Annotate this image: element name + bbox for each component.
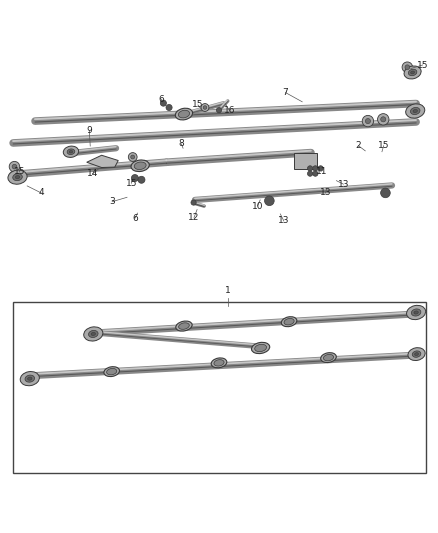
Ellipse shape <box>321 353 336 362</box>
Ellipse shape <box>175 108 193 120</box>
Ellipse shape <box>84 327 103 341</box>
Ellipse shape <box>406 305 426 320</box>
Circle shape <box>405 65 410 70</box>
Ellipse shape <box>178 110 190 118</box>
Text: 13: 13 <box>338 180 349 189</box>
Circle shape <box>402 62 413 72</box>
Ellipse shape <box>63 146 79 157</box>
Ellipse shape <box>69 150 73 153</box>
Polygon shape <box>87 155 118 167</box>
Ellipse shape <box>67 149 75 155</box>
Text: 7: 7 <box>283 88 289 97</box>
Circle shape <box>191 200 196 205</box>
Text: 1: 1 <box>225 286 231 295</box>
Circle shape <box>12 164 17 169</box>
Text: 2: 2 <box>356 141 361 150</box>
Ellipse shape <box>404 66 421 79</box>
Ellipse shape <box>28 377 32 380</box>
Circle shape <box>216 108 222 113</box>
Text: 16: 16 <box>224 106 235 115</box>
Circle shape <box>313 171 318 176</box>
FancyBboxPatch shape <box>294 154 317 169</box>
Ellipse shape <box>411 71 414 74</box>
Ellipse shape <box>106 368 117 375</box>
Circle shape <box>203 106 207 109</box>
Ellipse shape <box>281 317 297 327</box>
Circle shape <box>307 166 313 171</box>
Text: 14: 14 <box>87 169 99 178</box>
Circle shape <box>138 176 145 183</box>
Text: 15: 15 <box>126 179 137 188</box>
Ellipse shape <box>408 69 417 76</box>
Ellipse shape <box>408 348 425 360</box>
Text: 10: 10 <box>252 201 263 211</box>
Ellipse shape <box>214 360 224 366</box>
Ellipse shape <box>411 309 421 316</box>
Ellipse shape <box>20 372 39 386</box>
Circle shape <box>201 103 209 111</box>
Circle shape <box>265 196 274 206</box>
Circle shape <box>131 155 135 159</box>
Ellipse shape <box>15 175 20 179</box>
Ellipse shape <box>406 104 425 118</box>
Text: 4: 4 <box>39 189 44 197</box>
Text: 3: 3 <box>109 197 115 206</box>
Ellipse shape <box>415 353 418 356</box>
Circle shape <box>128 152 137 161</box>
Ellipse shape <box>13 174 22 181</box>
Ellipse shape <box>91 333 95 335</box>
Ellipse shape <box>104 367 120 376</box>
Text: 15: 15 <box>192 100 204 109</box>
Circle shape <box>307 171 313 176</box>
Ellipse shape <box>412 351 421 357</box>
Text: 15: 15 <box>378 141 389 150</box>
Circle shape <box>365 118 371 124</box>
Ellipse shape <box>413 109 417 112</box>
Ellipse shape <box>88 330 98 337</box>
Ellipse shape <box>410 108 420 115</box>
Text: 9: 9 <box>86 126 92 135</box>
Circle shape <box>166 104 172 110</box>
Circle shape <box>362 115 374 127</box>
Circle shape <box>9 161 20 172</box>
Text: 11: 11 <box>316 166 327 175</box>
Circle shape <box>381 188 390 198</box>
Ellipse shape <box>254 344 267 352</box>
Circle shape <box>131 174 138 182</box>
Circle shape <box>381 117 386 122</box>
Ellipse shape <box>414 311 418 314</box>
Text: 15: 15 <box>14 167 25 176</box>
Circle shape <box>313 166 318 171</box>
Ellipse shape <box>251 342 270 353</box>
Ellipse shape <box>211 358 227 368</box>
Ellipse shape <box>131 160 149 172</box>
Ellipse shape <box>179 323 189 329</box>
Bar <box>13 302 426 473</box>
Ellipse shape <box>284 318 294 325</box>
Circle shape <box>378 114 389 125</box>
Ellipse shape <box>8 170 27 184</box>
Ellipse shape <box>323 354 334 361</box>
Text: 6: 6 <box>132 214 138 223</box>
Ellipse shape <box>176 321 192 331</box>
Text: 13: 13 <box>278 216 290 225</box>
Text: 6: 6 <box>158 95 164 104</box>
Circle shape <box>160 100 166 106</box>
Text: 8: 8 <box>178 139 184 148</box>
Ellipse shape <box>134 162 146 169</box>
Text: 15: 15 <box>417 61 428 69</box>
Text: 12: 12 <box>188 213 200 222</box>
Circle shape <box>318 166 323 171</box>
Text: 13: 13 <box>320 189 331 197</box>
Ellipse shape <box>25 375 35 382</box>
